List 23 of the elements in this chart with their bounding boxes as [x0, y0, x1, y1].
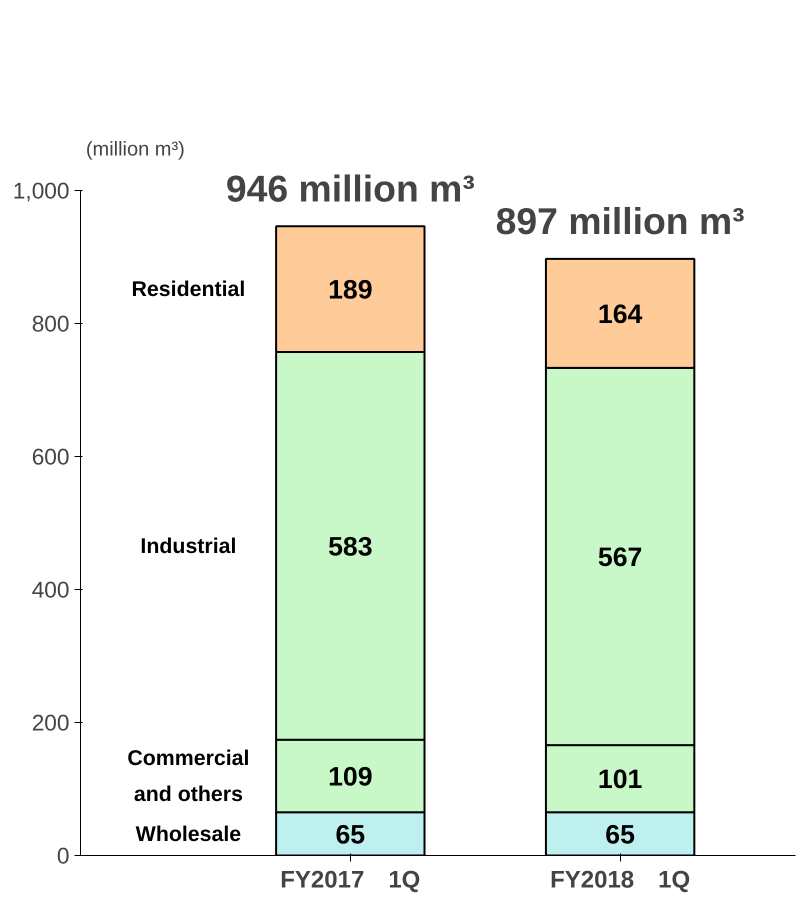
y-axis-title: (million m³) [86, 138, 185, 160]
series-label: Wholesale [136, 822, 242, 846]
data-label: 567 [598, 542, 642, 572]
total-label: 897 million m³ [496, 200, 745, 242]
data-label: 189 [328, 274, 373, 305]
y-tick-label: 600 [32, 443, 70, 470]
total-label: 946 million m³ [226, 168, 475, 210]
series-label: Residential [132, 277, 246, 302]
data-label: 109 [328, 762, 373, 792]
series-label: Industrial [140, 534, 236, 558]
series-label: Commercial and others [127, 746, 250, 806]
data-label: 164 [598, 298, 643, 329]
data-label: 65 [605, 819, 636, 850]
y-tick-label: 800 [32, 310, 70, 336]
x-tick-label: FY2017 1Q [280, 866, 420, 894]
data-label: 101 [598, 764, 643, 794]
y-tick-label: 0 [56, 842, 70, 868]
data-label: 65 [335, 819, 366, 850]
y-tick-label: 400 [32, 576, 70, 602]
data-label: 583 [328, 531, 373, 562]
y-tick-label: 200 [32, 709, 70, 736]
y-tick-label: 1,000 [12, 177, 70, 204]
x-tick-label: FY2018 1Q [550, 866, 690, 894]
